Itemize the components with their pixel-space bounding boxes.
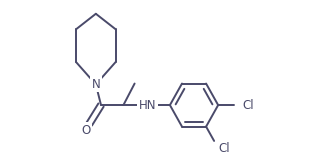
Text: Cl: Cl: [242, 99, 254, 112]
Text: O: O: [81, 124, 90, 137]
Text: HN: HN: [139, 99, 156, 112]
Text: Cl: Cl: [218, 142, 230, 155]
Text: N: N: [91, 78, 100, 91]
